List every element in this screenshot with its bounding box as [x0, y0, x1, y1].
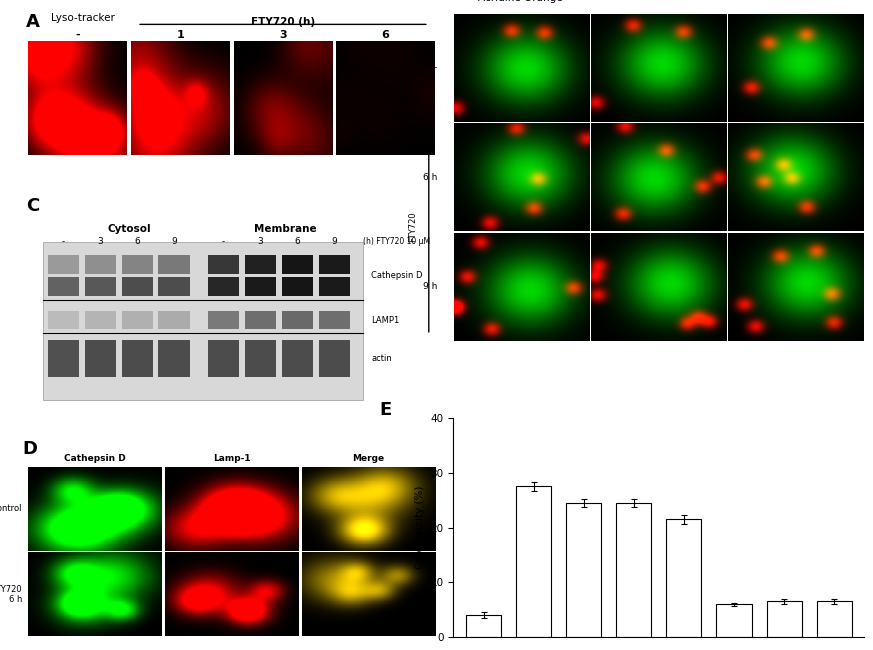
Bar	[319, 311, 350, 330]
Text: Cathepsin D: Cathepsin D	[371, 271, 423, 280]
Bar	[717, 604, 752, 637]
Bar	[85, 278, 116, 296]
Bar	[85, 341, 116, 378]
Text: Acridine Orange: Acridine Orange	[478, 0, 563, 3]
Text: FTY720: FTY720	[408, 211, 417, 242]
Text: 9: 9	[332, 237, 337, 246]
Text: C: C	[26, 196, 39, 214]
Point	[358, 329, 368, 337]
Bar	[616, 503, 651, 637]
Bar	[282, 278, 313, 296]
Bar	[766, 601, 801, 637]
Text: Lamp-1: Lamp-1	[213, 454, 251, 463]
Text: 6: 6	[382, 30, 389, 40]
Bar	[319, 278, 350, 296]
Text: FTY720 (h): FTY720 (h)	[251, 18, 315, 27]
Bar	[466, 615, 501, 637]
Text: Cytosol: Cytosol	[107, 224, 151, 234]
Text: -: -	[61, 237, 65, 246]
Text: Control: Control	[0, 504, 22, 514]
Bar	[159, 341, 189, 378]
Bar	[282, 255, 313, 274]
Bar	[47, 278, 79, 296]
Text: Merge: Merge	[353, 454, 385, 463]
Bar	[282, 311, 313, 330]
Bar	[244, 341, 276, 378]
Text: D: D	[22, 440, 37, 458]
Text: 1: 1	[176, 30, 184, 40]
Bar	[208, 255, 239, 274]
Text: 6: 6	[134, 237, 140, 246]
Bar	[319, 341, 350, 378]
Bar	[121, 278, 153, 296]
Text: Cathepsin D: Cathepsin D	[64, 454, 126, 463]
Text: B: B	[450, 0, 463, 3]
Bar	[319, 255, 350, 274]
Bar	[208, 278, 239, 296]
Text: LAMP1: LAMP1	[371, 315, 400, 324]
Y-axis label: Cytotoxicity (%): Cytotoxicity (%)	[415, 486, 425, 569]
Point	[38, 296, 48, 304]
Bar	[244, 255, 276, 274]
Text: -: -	[75, 30, 79, 40]
Bar	[85, 255, 116, 274]
Bar	[47, 255, 79, 274]
FancyBboxPatch shape	[43, 242, 363, 400]
Bar	[159, 255, 189, 274]
Point	[358, 296, 368, 304]
Text: -: -	[222, 237, 225, 246]
Text: 3: 3	[279, 30, 286, 40]
Text: 6: 6	[294, 237, 300, 246]
Bar	[666, 519, 701, 637]
Text: 3: 3	[258, 237, 264, 246]
Bar	[121, 255, 153, 274]
Bar	[282, 341, 313, 378]
Bar	[85, 311, 116, 330]
Text: actin: actin	[371, 354, 392, 363]
Bar	[567, 503, 601, 637]
Text: 6 h: 6 h	[423, 173, 437, 182]
Text: E: E	[380, 400, 392, 419]
Bar	[159, 311, 189, 330]
Text: A: A	[26, 13, 40, 31]
Text: Membrane: Membrane	[254, 224, 316, 234]
Bar	[121, 341, 153, 378]
Bar	[816, 601, 852, 637]
Text: -: -	[434, 63, 437, 72]
Bar	[121, 311, 153, 330]
Text: (h) FTY720 10 μM: (h) FTY720 10 μM	[363, 237, 430, 246]
Bar	[244, 278, 276, 296]
Bar	[516, 486, 551, 637]
Bar	[47, 311, 79, 330]
Bar	[159, 278, 189, 296]
Text: 9: 9	[171, 237, 177, 246]
Text: 3: 3	[97, 237, 103, 246]
Bar	[208, 341, 239, 378]
Bar	[244, 311, 276, 330]
Text: FTY720
6 h: FTY720 6 h	[0, 584, 22, 604]
Text: Lyso-tracker: Lyso-tracker	[51, 13, 114, 23]
Bar	[47, 341, 79, 378]
Bar	[208, 311, 239, 330]
Text: 9 h: 9 h	[423, 282, 437, 291]
Point	[38, 329, 48, 337]
